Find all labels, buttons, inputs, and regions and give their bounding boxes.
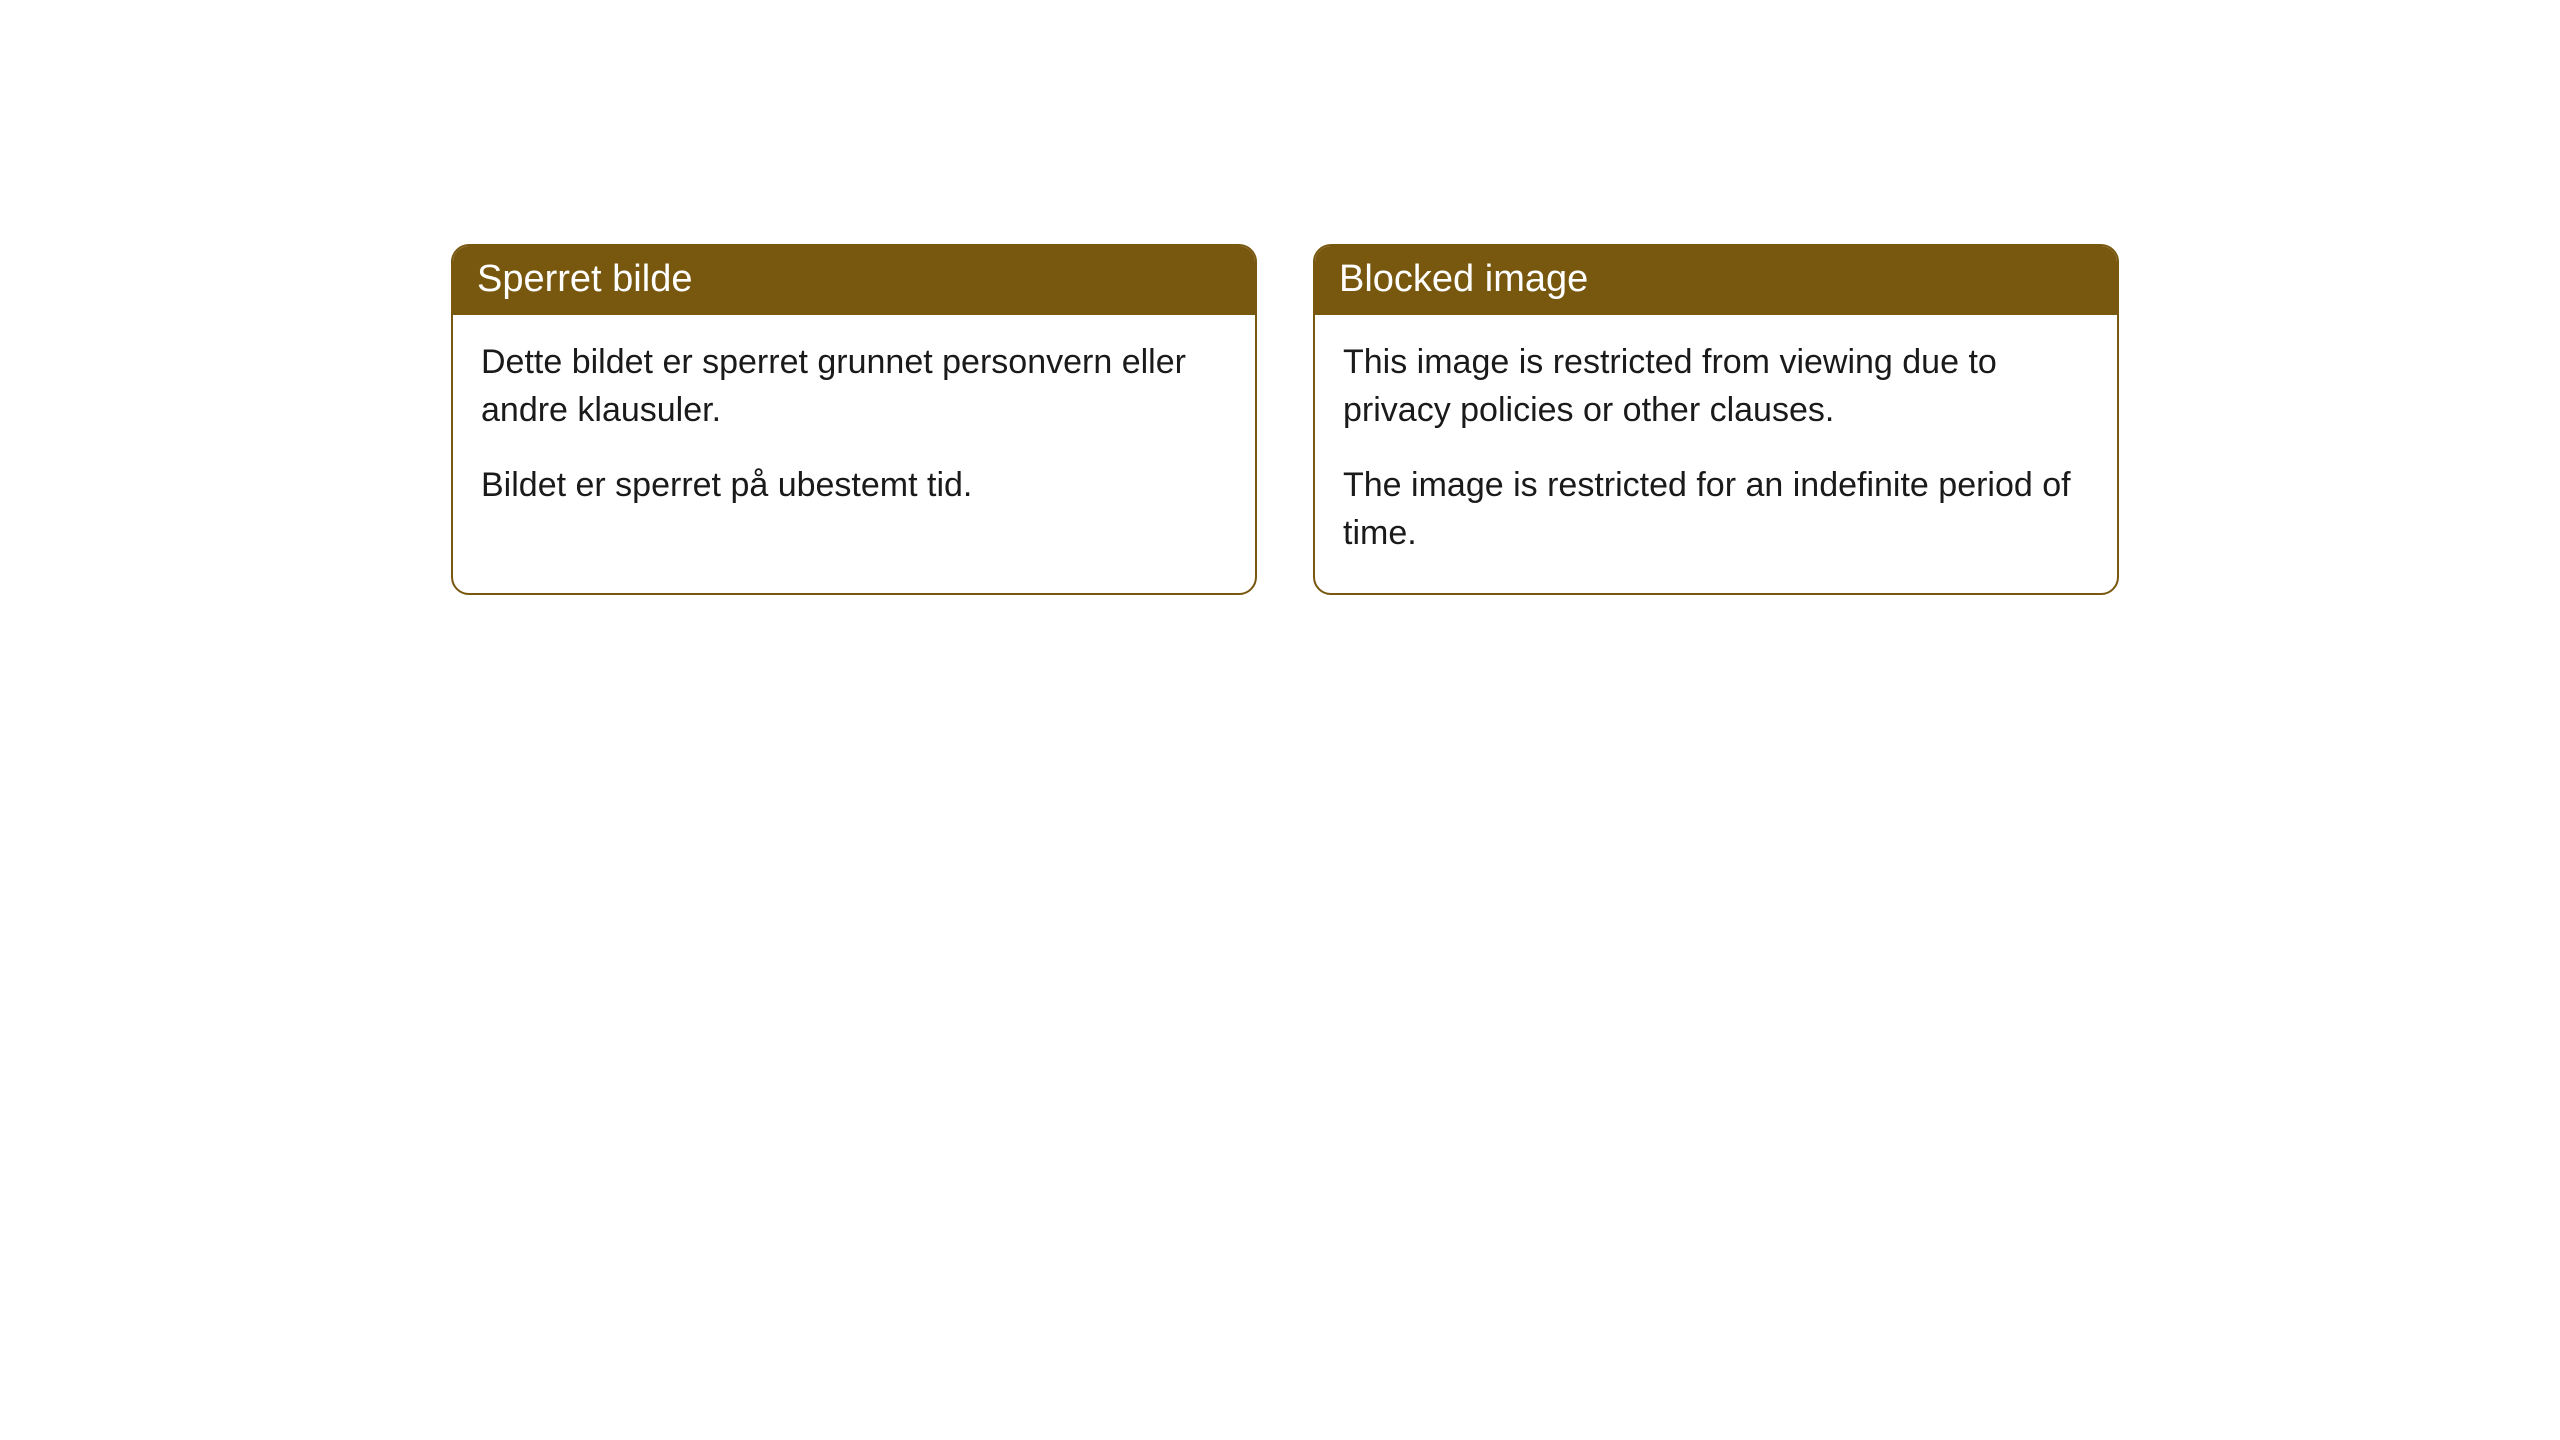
card-body-norwegian: Dette bildet er sperret grunnet personve…	[453, 315, 1255, 546]
card-paragraph-2: The image is restricted for an indefinit…	[1343, 462, 2089, 557]
card-paragraph-1: This image is restricted from viewing du…	[1343, 339, 2089, 434]
card-paragraph-2: Bildet er sperret på ubestemt tid.	[481, 462, 1227, 510]
cards-container: Sperret bilde Dette bildet er sperret gr…	[0, 0, 2560, 595]
card-body-english: This image is restricted from viewing du…	[1315, 315, 2117, 593]
card-header-norwegian: Sperret bilde	[453, 246, 1255, 315]
card-norwegian: Sperret bilde Dette bildet er sperret gr…	[451, 244, 1257, 595]
card-paragraph-1: Dette bildet er sperret grunnet personve…	[481, 339, 1227, 434]
card-header-english: Blocked image	[1315, 246, 2117, 315]
card-english: Blocked image This image is restricted f…	[1313, 244, 2119, 595]
